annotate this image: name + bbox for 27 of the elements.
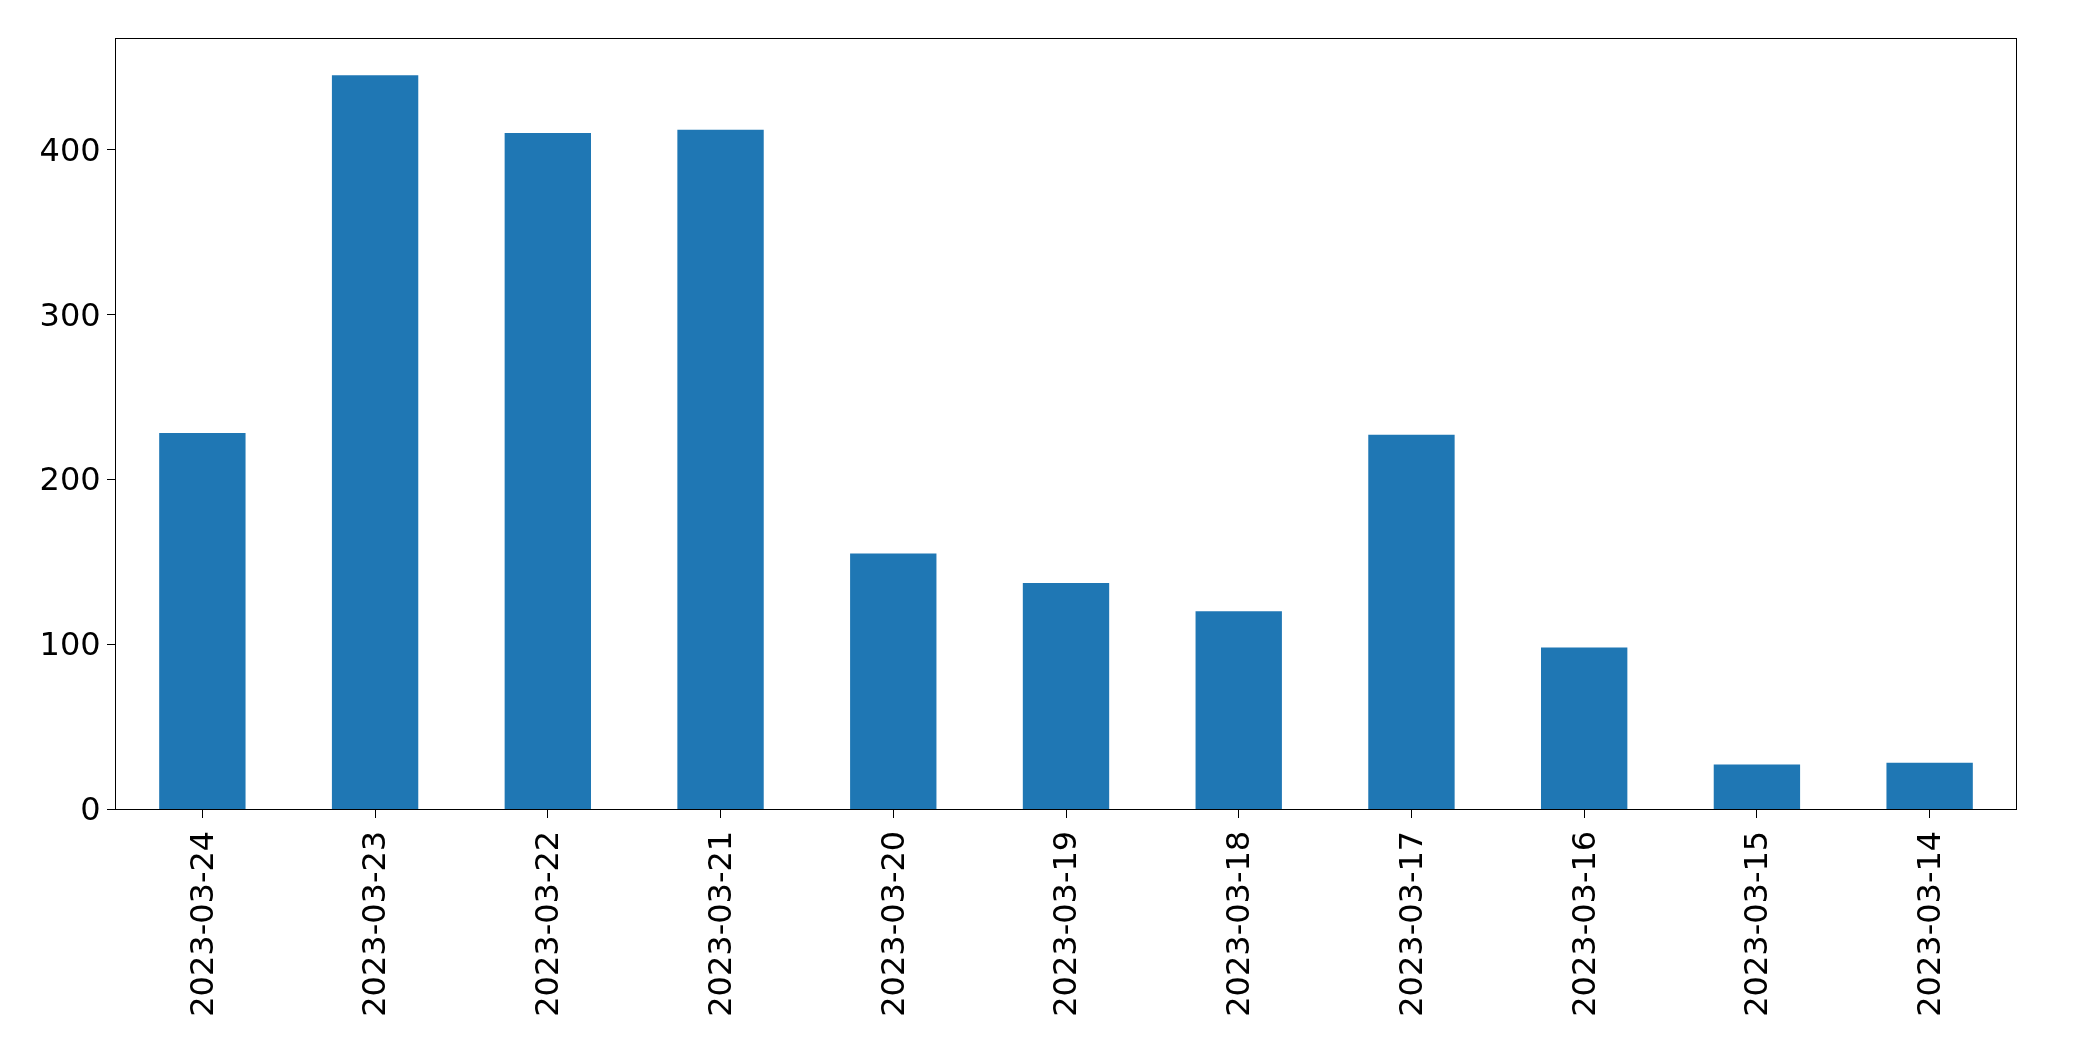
x-tick-label: 2023-03-17 [1391,830,1430,1017]
x-tick-label: 2023-03-19 [1046,830,1085,1017]
x-tick-label: 2023-03-23 [355,830,394,1017]
bar [1195,611,1282,809]
y-tick-label: 200 [39,460,101,499]
y-tick-label: 300 [39,295,101,334]
bar [1713,764,1801,809]
bar [1368,434,1455,809]
x-tick-label: 2023-03-18 [1219,830,1258,1017]
bar [1541,647,1628,809]
x-tick-label: 2023-03-20 [873,830,912,1017]
bar [850,553,937,809]
bar [1886,762,1973,809]
y-tick-label: 100 [39,625,101,664]
x-tick-label: 2023-03-14 [1910,830,1949,1017]
bar [159,433,246,809]
x-tick-label: 2023-03-24 [182,830,221,1017]
x-tick-label: 2023-03-16 [1564,830,1603,1017]
bar [331,75,419,809]
bar [1022,583,1110,809]
bar [504,132,591,809]
y-tick-label: 0 [80,790,101,829]
x-tick-label: 2023-03-15 [1737,830,1776,1017]
x-tick-label: 2023-03-21 [700,830,739,1017]
bar [677,129,764,809]
x-tick-label: 2023-03-22 [528,830,567,1017]
y-tick-label: 400 [39,130,101,169]
